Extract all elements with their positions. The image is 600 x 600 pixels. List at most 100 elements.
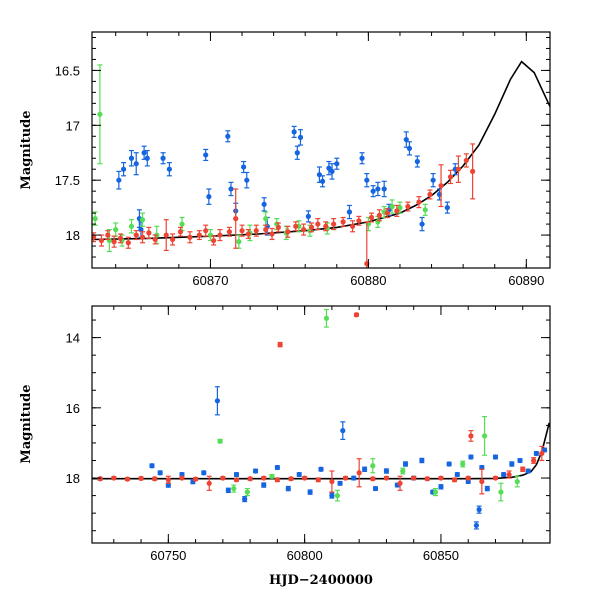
top-blue-point xyxy=(370,185,376,198)
top-blue-point xyxy=(346,204,353,220)
bottom-blue-point xyxy=(372,485,379,492)
top-red-point xyxy=(169,233,176,246)
top-red-point xyxy=(98,234,105,247)
top-y-tick-label: 17 xyxy=(66,118,80,133)
top-blue-point xyxy=(319,175,326,188)
bottom-green-point xyxy=(244,487,250,497)
top-red-point xyxy=(203,224,209,237)
top-blue-point xyxy=(364,173,370,188)
bottom-blue-point xyxy=(476,505,482,514)
top-green-point xyxy=(113,222,119,237)
bottom-red-point xyxy=(468,430,474,442)
bottom-red-point xyxy=(438,475,444,481)
bottom-y-tick-label: 18 xyxy=(66,471,80,486)
bottom-red-point xyxy=(492,475,499,481)
top-red-point xyxy=(152,234,158,245)
bottom-red-point xyxy=(152,476,158,482)
bottom-blue-point xyxy=(438,484,444,490)
bottom-green-point xyxy=(217,438,223,444)
bottom-blue-point xyxy=(509,461,515,467)
top-blue-point xyxy=(329,163,335,180)
top-red-point xyxy=(92,232,97,243)
bottom-blue-point xyxy=(233,471,240,478)
x-axis-title: HJD−2400000 xyxy=(269,573,373,588)
bottom-red-point xyxy=(220,475,226,481)
bottom-red-point xyxy=(315,477,321,483)
top-blue-point xyxy=(326,160,332,176)
top-x-tick-label: 60890 xyxy=(508,273,544,288)
bottom-blue-point xyxy=(201,470,207,476)
bottom-x-tick-label: 60750 xyxy=(150,548,186,563)
top-red-point xyxy=(269,227,275,241)
top-red-point xyxy=(233,188,239,249)
bottom-x-tick-label: 60800 xyxy=(287,548,323,563)
bottom-blue-point xyxy=(383,468,390,474)
bottom-green-point xyxy=(334,489,340,502)
bottom-blue-point xyxy=(274,464,280,471)
top-blue-point xyxy=(203,148,209,162)
bottom-blue-point xyxy=(261,482,267,488)
bottom-red-point xyxy=(261,475,267,481)
top-green-point xyxy=(97,64,103,165)
top-blue-point xyxy=(206,188,212,205)
top-red-point xyxy=(438,164,444,208)
top-red-point xyxy=(405,201,411,212)
bottom-green-point xyxy=(370,458,376,474)
bottom-blue-point xyxy=(225,487,231,494)
top-red-point xyxy=(163,219,169,252)
bottom-green-point xyxy=(481,416,488,456)
top-x-tick-label: 60880 xyxy=(350,273,386,288)
bottom-blue-point xyxy=(541,447,548,453)
top-red-point xyxy=(356,215,362,226)
top-red-point xyxy=(376,209,383,222)
top-blue-point xyxy=(116,170,122,190)
top-x-tick-label: 60870 xyxy=(192,273,228,288)
top-blue-point xyxy=(166,162,172,177)
bottom-blue-point xyxy=(242,496,248,503)
top-blue-point xyxy=(128,149,135,167)
bottom-panel: 60750 60800 60850 14 16 18 Magnitude HJD−2400… xyxy=(19,305,551,588)
bottom-green-point xyxy=(323,308,330,328)
bottom-green-point xyxy=(460,460,466,468)
bottom-y-tick-label: 14 xyxy=(66,331,80,346)
top-blue-point xyxy=(419,216,425,232)
bottom-y-axis-title: Magnitude xyxy=(19,384,34,463)
bottom-blue-point xyxy=(296,471,302,478)
bottom-red-point xyxy=(179,475,185,481)
top-blue-point xyxy=(228,181,234,197)
bottom-x-tick-label: 60850 xyxy=(423,548,459,563)
top-blue-point xyxy=(359,152,365,165)
bottom-red-point xyxy=(247,476,253,482)
top-red-point xyxy=(245,228,251,239)
bottom-red-point xyxy=(506,470,512,479)
bottom-red-point xyxy=(479,468,485,495)
bottom-blue-point xyxy=(285,485,291,492)
bottom-red-point xyxy=(411,475,417,481)
top-red-point xyxy=(253,224,259,237)
top-blue-point xyxy=(144,149,150,167)
top-red-point xyxy=(117,233,124,244)
bottom-blue-point xyxy=(533,450,539,457)
bottom-red-point xyxy=(397,475,403,491)
top-red-point xyxy=(293,221,299,232)
top-red-point xyxy=(196,230,202,241)
top-red-point xyxy=(217,228,223,242)
top-model-curve xyxy=(92,60,550,241)
bottom-red-point xyxy=(192,476,199,482)
bottom-red-point xyxy=(206,475,212,491)
top-blue-point xyxy=(120,162,127,177)
top-y-tick-label: 18 xyxy=(66,228,80,243)
bottom-blue-point xyxy=(252,468,259,474)
bottom-blue-point xyxy=(454,471,460,478)
top-red-point xyxy=(133,230,139,241)
top-red-point xyxy=(384,208,390,219)
bottom-blue-point xyxy=(473,521,479,530)
top-blue-point xyxy=(414,155,420,168)
top-red-point xyxy=(105,230,111,241)
top-red-point xyxy=(349,220,356,233)
bottom-blue-point xyxy=(525,468,531,474)
bottom-blue-point xyxy=(362,466,368,472)
bottom-blue-point xyxy=(446,461,452,467)
bottom-blue-point xyxy=(484,485,490,492)
